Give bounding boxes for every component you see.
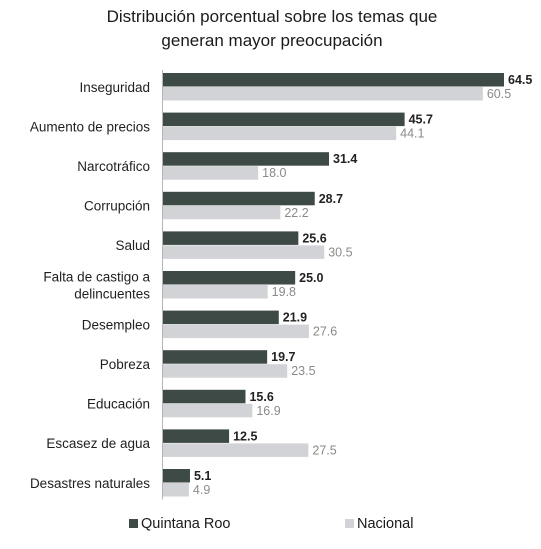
value-label-quintana-roo: 5.1 — [194, 469, 211, 483]
value-label-quintana-roo: 31.4 — [333, 152, 357, 166]
bar-nacional — [163, 126, 397, 141]
value-label-nacional: 27.6 — [313, 325, 337, 339]
value-label-nacional: 30.5 — [328, 245, 352, 259]
category-label: Inseguridad — [79, 80, 150, 95]
chart-title: Distribución porcentual sobre los temas … — [107, 7, 438, 50]
bar-nacional — [163, 403, 253, 418]
bar-quintana-roo — [163, 73, 504, 87]
bar-nacional — [163, 87, 483, 101]
category-label: Narcotráfico — [77, 159, 150, 174]
bars — [163, 73, 504, 497]
bar-quintana-roo — [163, 271, 296, 285]
value-label-nacional: 44.1 — [400, 127, 424, 141]
value-label-quintana-roo: 25.0 — [299, 271, 323, 285]
bar-nacional — [163, 483, 189, 497]
value-label-quintana-roo: 28.7 — [319, 192, 343, 206]
bar-quintana-roo — [163, 112, 405, 127]
bar-quintana-roo — [163, 231, 299, 245]
value-label-quintana-roo: 12.5 — [233, 429, 257, 443]
value-label-quintana-roo: 25.6 — [302, 231, 326, 245]
bar-quintana-roo — [163, 389, 246, 404]
value-label-nacional: 27.5 — [312, 443, 336, 457]
legend-swatch-nacional — [345, 519, 354, 528]
category-label: Salud — [115, 238, 150, 253]
bar-quintana-roo — [163, 152, 330, 166]
legend-label-nacional: Nacional — [357, 516, 413, 532]
value-label-nacional: 16.9 — [256, 404, 280, 418]
bar-nacional — [163, 245, 325, 259]
bar-nacional — [163, 205, 281, 220]
bar-nacional — [163, 166, 259, 180]
category-label: Desempleo — [82, 317, 150, 332]
legend-swatch-quintana-roo — [129, 519, 138, 528]
bar-nacional — [163, 443, 309, 457]
bar-quintana-roo — [163, 310, 279, 325]
value-label-nacional: 18.0 — [262, 166, 286, 180]
value-label-nacional: 60.5 — [487, 87, 511, 101]
category-labels: Inseguridad Aumento de precios Narcotráfic… — [30, 80, 151, 491]
value-label-nacional: 19.8 — [272, 285, 296, 299]
bar-quintana-roo — [163, 469, 190, 483]
value-label-nacional: 23.5 — [291, 364, 315, 378]
value-label-quintana-roo: 19.7 — [271, 350, 295, 364]
category-label: delincuentes — [74, 286, 150, 301]
bar-quintana-roo — [163, 429, 230, 443]
legend: Quintana Roo Nacional — [129, 516, 413, 532]
chart-title-line-1: Distribución porcentual sobre los temas … — [107, 7, 438, 26]
value-label-quintana-roo: 45.7 — [409, 113, 433, 127]
category-label: Corrupción — [84, 199, 150, 214]
value-label-nacional: 22.2 — [284, 206, 308, 220]
legend-label-quintana-roo: Quintana Roo — [141, 516, 230, 532]
bar-nacional — [163, 364, 288, 378]
bar-nacional — [163, 285, 268, 299]
bar-quintana-roo — [163, 350, 268, 364]
value-label-quintana-roo: 21.9 — [283, 311, 307, 325]
category-label: Pobreza — [100, 357, 151, 372]
value-label-quintana-roo: 64.5 — [508, 73, 532, 87]
bar-nacional — [163, 324, 309, 339]
value-label-nacional: 4.9 — [193, 483, 210, 497]
category-label: Escasez de agua — [46, 436, 150, 451]
value-label-quintana-roo: 15.6 — [249, 390, 273, 404]
value-labels: 64.560.5 45.744.1 31.4 18.0 28.7 22.2 25.630.5… — [193, 73, 532, 497]
category-label: Aumento de precios — [30, 119, 150, 134]
bar-quintana-roo — [163, 191, 315, 206]
category-label: Falta de castigo a — [43, 269, 150, 284]
chart-title-line-2: generan mayor preocupación — [161, 31, 382, 50]
category-label: Desastres naturales — [30, 476, 150, 491]
category-label: Educación — [87, 397, 150, 412]
